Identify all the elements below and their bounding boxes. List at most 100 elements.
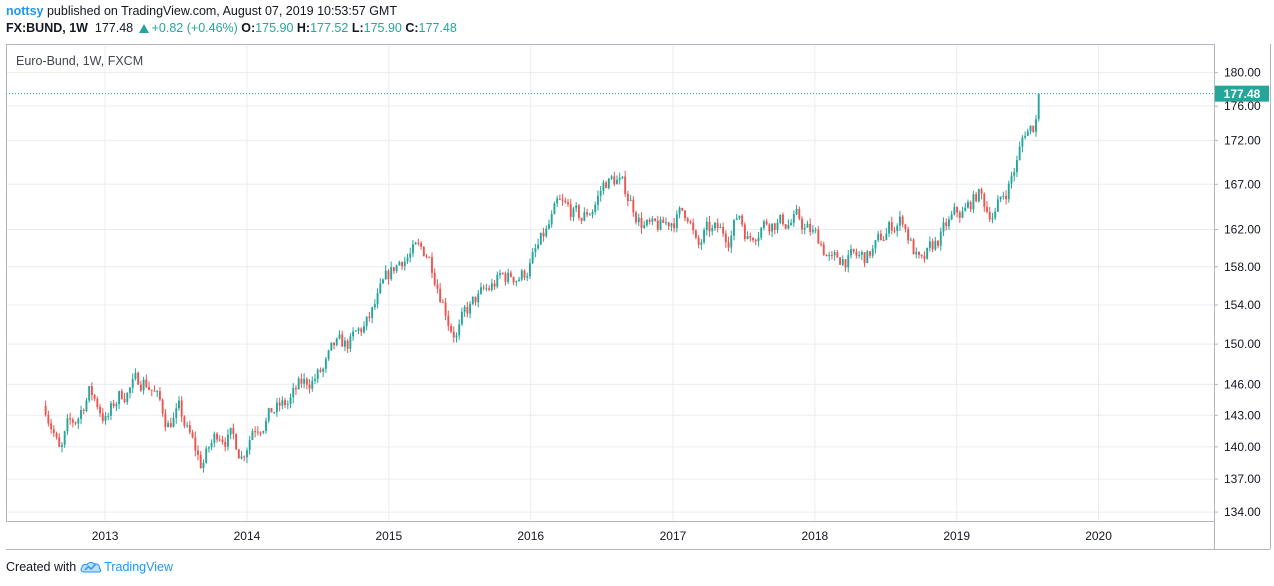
candle-body [956,207,959,213]
candle-body [509,272,512,277]
created-with-text: Created with [6,560,77,574]
candle-body [137,372,140,385]
candle-body [613,176,616,185]
candle-body [406,257,409,262]
y-tick-label: 176.00 [1224,99,1261,113]
candle-body [221,439,224,442]
candle-body [205,448,208,463]
candle-body [931,241,934,250]
candle-body [964,207,967,212]
candle-body [665,222,667,224]
candle-body [365,316,368,327]
candle-body [259,432,262,434]
candle-body [618,178,621,180]
candle-body [640,217,643,228]
candle-body [360,328,363,333]
candle-body [256,431,259,433]
candle-body [817,229,820,244]
candle-body [188,425,191,433]
candle-body [507,272,510,282]
candle-body [178,400,180,409]
candle-body [229,427,232,435]
candle-body [363,326,365,333]
candle-body [912,239,915,255]
candle-body [531,252,534,264]
candle-body [977,189,980,202]
candle-body [675,214,678,229]
candle-body [368,316,371,318]
candle-body [96,398,99,407]
candle-body [333,342,335,346]
candle-body [297,378,300,390]
candle-body [278,402,281,406]
y-tick-label: 140.00 [1224,440,1261,454]
candle-body [235,434,238,450]
candle-body [515,281,518,283]
candle-body [773,223,776,230]
candle-body [754,240,757,242]
candle-body [167,423,170,428]
y-tick-label: 143.00 [1224,408,1261,422]
high-value: 177.52 [310,21,349,35]
candle-body [836,252,839,258]
candle-body [779,214,782,223]
candle-body [795,208,798,215]
author-name[interactable]: nottsy [6,4,44,18]
change-value: +0.82 (+0.46%) [151,21,238,35]
candle-body [526,276,529,278]
candle-body [485,288,488,290]
candle-body [471,296,474,304]
candle-body [645,220,648,226]
candle-body [504,273,507,282]
candle-body [71,419,74,423]
symbol-label: FX:BUND, 1W [6,21,88,35]
candle-body [602,182,605,191]
candle-body [499,273,501,275]
candle-body [654,218,657,221]
candle-body [999,196,1002,200]
candle-body [488,288,491,290]
candle-body [267,408,270,421]
candle-body [852,249,855,252]
candle-body [716,222,719,229]
candle-body [792,214,795,223]
tradingview-logo[interactable]: TradingView [80,560,173,574]
candle-body [689,221,692,223]
candle-body [284,400,287,405]
candle-body [338,334,341,339]
x-tick-label: 2016 [517,529,544,543]
candle-body [226,434,229,447]
candle-body [292,388,295,398]
candle-body [866,251,869,264]
candle-body [583,212,586,221]
candle-body [893,230,896,232]
candle-body [417,242,420,244]
candle-body [637,217,640,223]
candle-body [667,222,670,227]
candle-body [82,410,85,412]
candle-body [270,408,273,413]
candle-body [324,359,327,369]
candle-body [109,403,112,416]
candle-body [901,216,904,225]
candle-body [401,261,404,267]
candle-body [722,226,725,234]
candle-body [539,232,542,245]
candle-body [790,222,793,226]
candle-body [303,378,306,384]
candle-body [975,194,978,202]
candle-body [882,240,885,242]
candle-body [441,301,444,303]
candle-body [703,230,706,243]
candle-body [88,386,91,401]
candle-body [153,390,156,392]
candle-body [869,251,871,256]
candle-body [237,449,240,459]
x-tick-label: 2013 [92,529,119,543]
candle-body [431,257,433,273]
y-tick-label: 134.00 [1224,505,1261,519]
candle-body [986,206,988,212]
candle-body [784,224,787,229]
candle-body [607,178,610,189]
